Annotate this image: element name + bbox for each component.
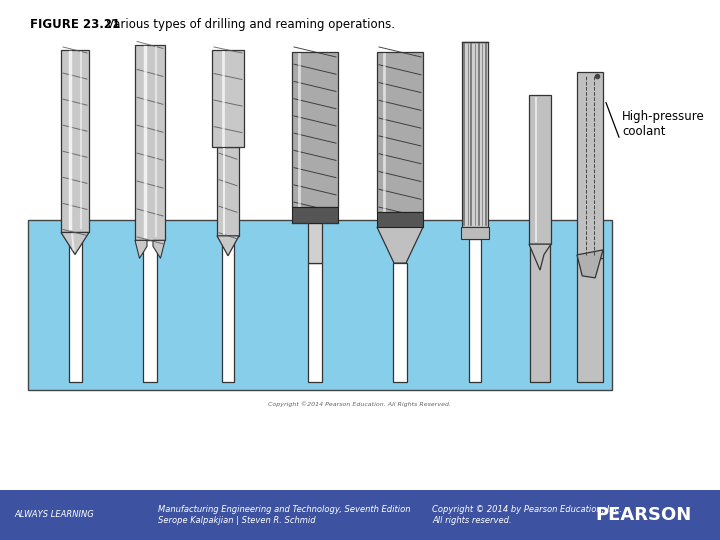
Text: Step drilling: Step drilling (223, 152, 233, 215)
Polygon shape (135, 240, 147, 258)
Text: Core drilling: Core drilling (145, 151, 155, 215)
Bar (135, 45, 165, 240)
Text: Reaming: Reaming (470, 169, 480, 215)
Polygon shape (153, 240, 165, 258)
Bar (577, 258, 603, 382)
Bar (68, 233, 81, 382)
Bar (212, 50, 244, 147)
Bar (577, 72, 603, 258)
Text: Manufacturing Engineering and Technology, Seventh Edition
Serope Kalpakjian | St: Manufacturing Engineering and Technology… (158, 505, 411, 524)
Bar (377, 52, 423, 212)
Text: Center drilling: Center drilling (535, 140, 545, 215)
Text: Drilling: Drilling (70, 177, 80, 215)
Polygon shape (61, 233, 89, 254)
Bar (308, 223, 322, 263)
Text: Countersinking: Countersinking (395, 136, 405, 215)
Text: High-pressure
coolant: High-pressure coolant (622, 110, 705, 138)
Text: ALWAYS LEARNING: ALWAYS LEARNING (14, 510, 94, 519)
Polygon shape (529, 244, 551, 270)
Bar (530, 244, 550, 382)
Text: Counterboring: Counterboring (310, 139, 320, 215)
Text: Various types of drilling and reaming operations.: Various types of drilling and reaming op… (106, 18, 395, 31)
Text: Copyright © 2014 by Pearson Education, Inc.
All rights reserved.: Copyright © 2014 by Pearson Education, I… (432, 505, 622, 524)
Bar (292, 52, 338, 207)
Bar (529, 95, 551, 244)
Bar (308, 263, 322, 382)
Bar (393, 263, 407, 382)
Bar (377, 212, 423, 227)
Text: PEARSON: PEARSON (595, 506, 691, 524)
Bar (28, 220, 612, 390)
Bar (462, 42, 488, 227)
Polygon shape (217, 236, 239, 256)
Polygon shape (377, 227, 423, 263)
Bar (217, 147, 239, 236)
Text: Gun drilling: Gun drilling (585, 154, 595, 215)
Bar (61, 50, 89, 233)
Bar (461, 227, 489, 239)
Text: Copyright ©2014 Pearson Education. All Rights Reserved.: Copyright ©2014 Pearson Education. All R… (269, 402, 451, 408)
Bar (469, 239, 481, 382)
Text: FIGURE 23.21: FIGURE 23.21 (30, 18, 120, 31)
Bar (292, 207, 338, 223)
Bar (143, 240, 157, 382)
Polygon shape (577, 250, 603, 278)
Bar (222, 236, 234, 382)
